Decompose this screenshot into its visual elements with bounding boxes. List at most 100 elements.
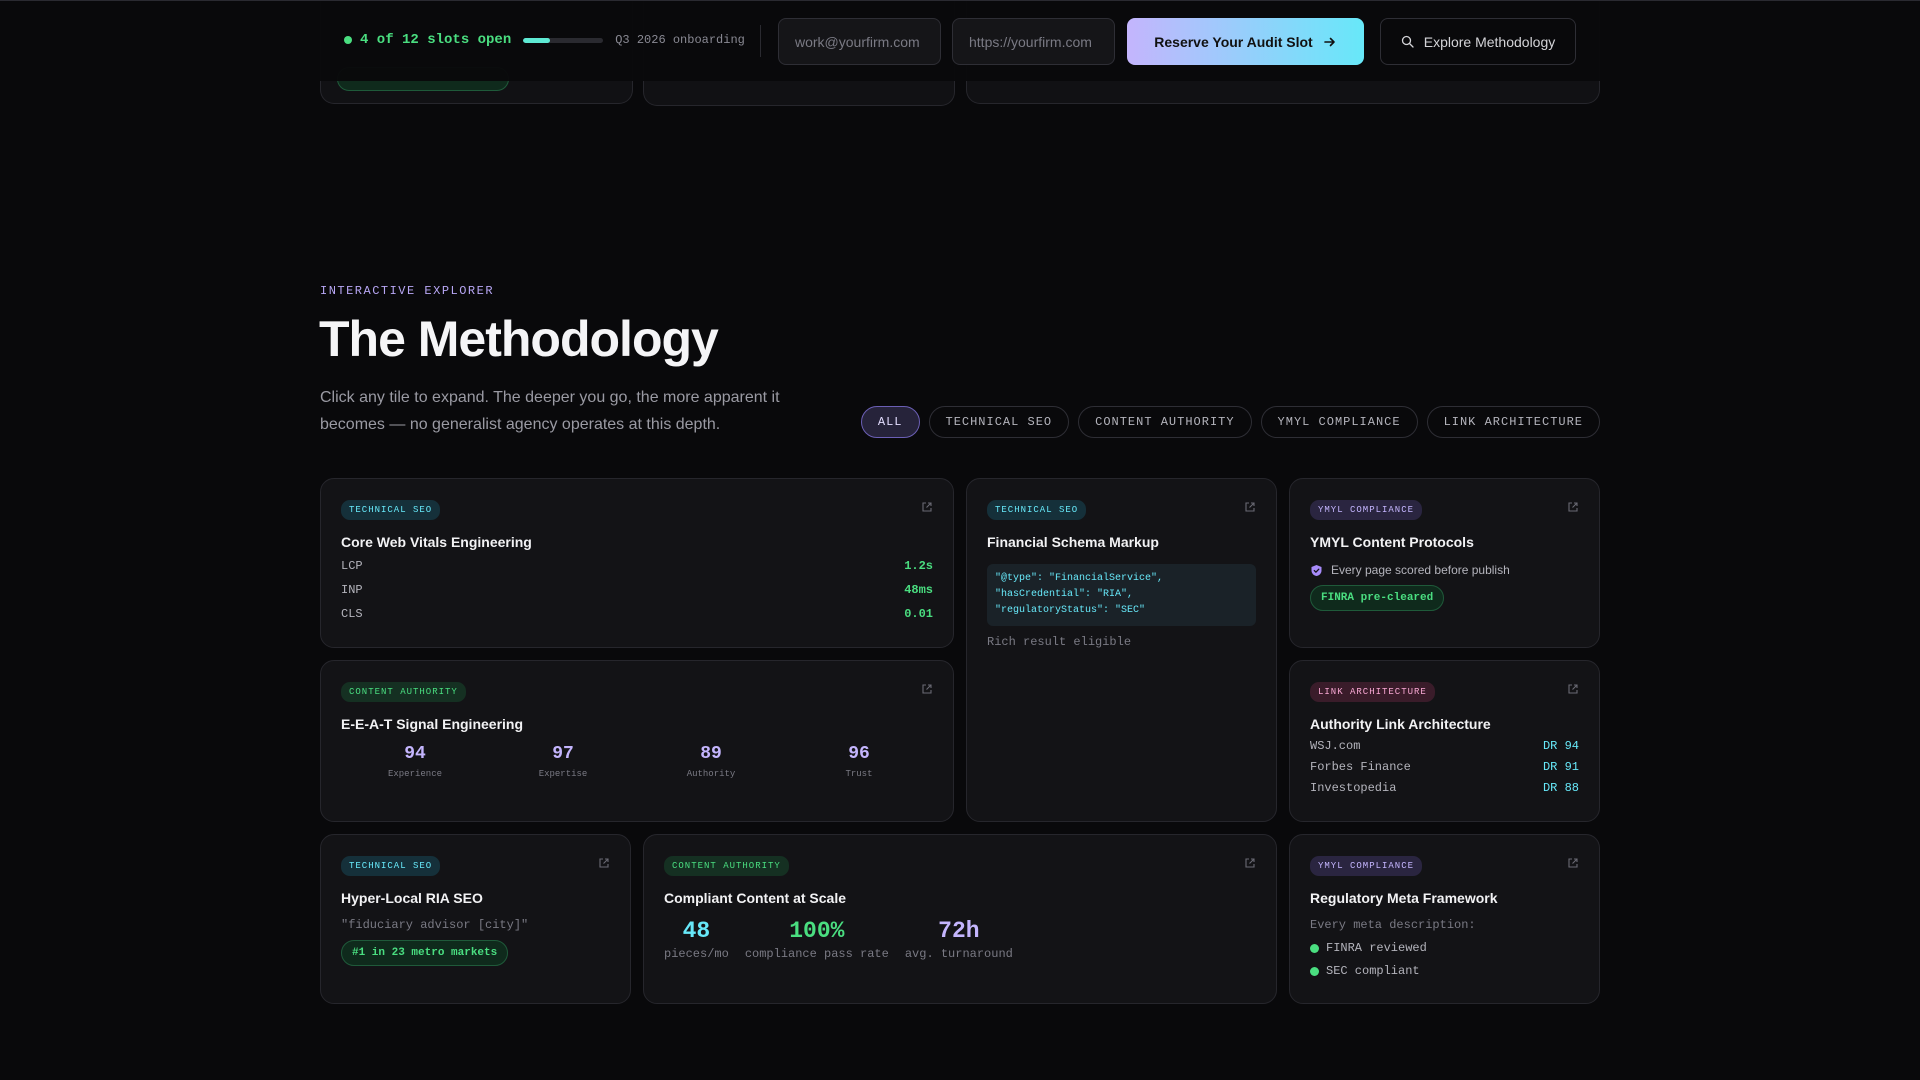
tile-financial-schema[interactable]: TECHNICAL SEO Financial Schema Markup "@… <box>966 478 1277 822</box>
expand-icon[interactable] <box>921 501 933 513</box>
email-field[interactable] <box>778 18 941 65</box>
metric-row: LCP 1.2s <box>341 559 933 573</box>
score-value: 89 <box>700 744 722 764</box>
category-tag: CONTENT AUTHORITY <box>664 856 789 876</box>
category-tag: TECHNICAL SEO <box>341 856 441 876</box>
tile-title: Financial Schema Markup <box>987 534 1159 550</box>
eeat-scores: 94 Experience 97 Expertise 89 Authority 96 T… <box>341 744 933 779</box>
domain-rating: DR 94 <box>1542 739 1579 753</box>
compliance-bullet: FINRA reviewed <box>1310 941 1579 955</box>
finra-badge: FINRA pre-cleared <box>1310 585 1445 611</box>
filter-chip-all[interactable]: ALL <box>860 406 920 438</box>
tile-title: Authority Link Architecture <box>1310 716 1491 732</box>
slots-label: 4 of 12 slots open <box>360 32 512 48</box>
tile-compliant-content-at-scale[interactable]: CONTENT AUTHORITY Compliant Content at S… <box>643 834 1277 1004</box>
expand-icon[interactable] <box>921 683 933 695</box>
metric-name: INP <box>341 583 363 597</box>
score-value: 94 <box>404 744 426 764</box>
stat-label: avg. turnaround <box>904 947 1013 961</box>
score-label: Expertise <box>538 769 588 779</box>
tile-ymyl-content-protocols[interactable]: YMYL COMPLIANCE YMYL Content Protocols E… <box>1289 478 1600 648</box>
tile-title: Compliant Content at Scale <box>664 890 847 906</box>
code-line: "hasCredential": "RIA", <box>995 589 1134 600</box>
category-tag: LINK ARCHITECTURE <box>1310 682 1435 702</box>
tile-title: YMYL Content Protocols <box>1310 534 1474 550</box>
schema-code-snippet: "@type": "FinancialService", "hasCredent… <box>987 564 1256 626</box>
availability-dot-icon <box>344 36 352 44</box>
bullet-text: FINRA reviewed <box>1326 941 1427 955</box>
explore-methodology-button[interactable]: Explore Methodology <box>1380 18 1576 65</box>
search-query: "fiduciary advisor [city]" <box>341 918 529 932</box>
category-filter-group: ALL TECHNICAL SEO CONTENT AUTHORITY YMYL… <box>860 406 1600 438</box>
domain-rating: DR 91 <box>1542 760 1579 774</box>
sticky-cta-bar: 4 of 12 slots open Q3 2026 onboarding Re… <box>0 0 1920 81</box>
expand-icon[interactable] <box>1567 857 1579 869</box>
explore-methodology-label: Explore Methodology <box>1423 33 1556 50</box>
tile-authority-link-architecture[interactable]: LINK ARCHITECTURE Authority Link Archite… <box>1289 660 1600 822</box>
filter-chip-technical-seo[interactable]: TECHNICAL SEO <box>928 406 1070 438</box>
stat-label: compliance pass rate <box>744 947 889 961</box>
stat-value: 100% <box>789 918 845 944</box>
tile-core-web-vitals[interactable]: TECHNICAL SEO Core Web Vitals Engineerin… <box>320 478 954 648</box>
content-stats: 48 pieces/mo 100% compliance pass rate 72h… <box>664 918 1256 961</box>
stat-item: 48 pieces/mo <box>664 918 729 961</box>
vitals-list: LCP 1.2s INP 48ms CLS 0.01 <box>341 559 933 621</box>
tile-title: E-E-A-T Signal Engineering <box>341 716 524 732</box>
score-label: Experience <box>387 769 442 779</box>
publish-check-text: Every page scored before publish <box>1331 563 1510 577</box>
expand-icon[interactable] <box>1567 683 1579 695</box>
tile-hyper-local-ria-seo[interactable]: TECHNICAL SEO Hyper-Local RIA SEO "fiduc… <box>320 834 631 1004</box>
bullet-text: SEC compliant <box>1326 964 1420 978</box>
website-url-field[interactable] <box>952 18 1115 65</box>
category-tag: YMYL COMPLIANCE <box>1310 856 1423 876</box>
code-line: "@type": "FinancialService", <box>995 573 1164 584</box>
link-row: WSJ.com DR 94 <box>1310 739 1579 753</box>
filter-chip-link-architecture[interactable]: LINK ARCHITECTURE <box>1426 406 1600 438</box>
score-value: 97 <box>552 744 574 764</box>
metric-row: INP 48ms <box>341 583 933 597</box>
score-item: 97 Expertise <box>489 744 637 779</box>
page-title: The Methodology <box>319 311 719 367</box>
expand-icon[interactable] <box>598 857 610 869</box>
stat-value: 48 <box>682 918 711 944</box>
metric-name: CLS <box>341 607 363 621</box>
tile-regulatory-meta-framework[interactable]: YMYL COMPLIANCE Regulatory Meta Framewor… <box>1289 834 1600 1004</box>
shield-check-icon <box>1311 564 1322 576</box>
category-tag: TECHNICAL SEO <box>987 500 1087 520</box>
schema-note: Rich result eligible <box>987 635 1132 649</box>
reserve-audit-slot-button[interactable]: Reserve Your Audit Slot <box>1127 18 1364 65</box>
stat-label: pieces/mo <box>664 947 729 961</box>
metric-name: LCP <box>341 559 363 573</box>
domain-rating: DR 88 <box>1542 781 1579 795</box>
score-item: 94 Experience <box>341 744 489 779</box>
code-line: "regulatoryStatus": "SEC" <box>995 605 1146 616</box>
metric-value: 1.2s <box>904 559 933 573</box>
arrow-right-icon <box>1323 37 1335 46</box>
filter-chip-ymyl-compliance[interactable]: YMYL COMPLIANCE <box>1260 406 1418 438</box>
tile-title: Hyper-Local RIA SEO <box>341 890 483 906</box>
slots-progress-fill <box>523 37 550 43</box>
stat-value: 72h <box>938 918 980 944</box>
category-tag: CONTENT AUTHORITY <box>341 682 466 702</box>
category-tag: TECHNICAL SEO <box>341 500 441 520</box>
ranking-badge: #1 in 23 metro markets <box>341 940 509 966</box>
publish-check-line: Every page scored before publish <box>1310 563 1579 577</box>
expand-icon[interactable] <box>1567 501 1579 513</box>
search-icon <box>1401 35 1414 48</box>
stat-item: 100% compliance pass rate <box>745 918 889 961</box>
check-dot-icon <box>1310 966 1319 976</box>
slots-progress-bar <box>523 37 604 43</box>
check-dot-icon <box>1310 943 1319 953</box>
reserve-audit-slot-label: Reserve Your Audit Slot <box>1154 33 1313 50</box>
metric-row: CLS 0.01 <box>341 607 933 621</box>
tile-eeat-signal-engineering[interactable]: CONTENT AUTHORITY E-E-A-T Signal Enginee… <box>320 660 954 822</box>
expand-icon[interactable] <box>1244 501 1256 513</box>
expand-icon[interactable] <box>1244 857 1256 869</box>
link-domain: WSJ.com <box>1310 739 1361 753</box>
compliance-bullet: SEC compliant <box>1310 964 1579 978</box>
category-tag: YMYL COMPLIANCE <box>1310 500 1423 520</box>
meta-lead: Every meta description: <box>1310 918 1476 932</box>
divider <box>760 25 761 57</box>
filter-chip-content-authority[interactable]: CONTENT AUTHORITY <box>1078 406 1252 438</box>
link-list: WSJ.com DR 94 Forbes Finance DR 91 Investo… <box>1310 739 1579 795</box>
